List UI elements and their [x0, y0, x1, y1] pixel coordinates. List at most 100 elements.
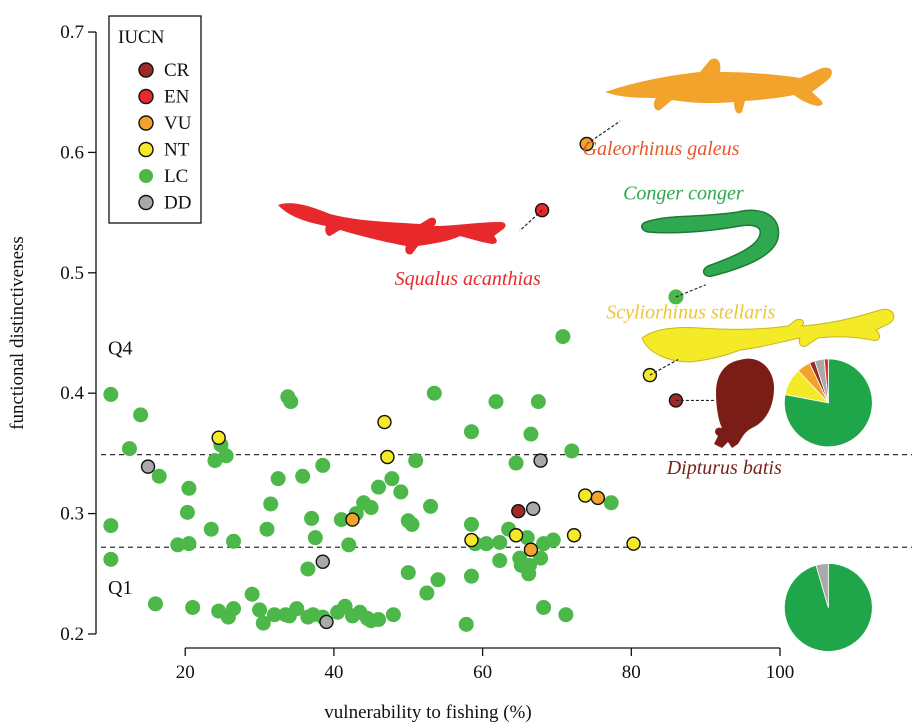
shark-silhouette-squalus [278, 203, 506, 255]
point-lc [400, 565, 416, 581]
legend-marker-lc [139, 169, 153, 183]
data-points [103, 136, 684, 632]
legend-label: VU [164, 113, 192, 134]
point-dd [533, 453, 548, 468]
point-lc [263, 496, 279, 512]
x-tick-label: 100 [766, 662, 795, 683]
legend-label: NT [164, 140, 190, 161]
point-lc [255, 615, 271, 631]
shark-silhouette-scyliorhinus [641, 308, 895, 363]
point-lc [363, 500, 379, 516]
species-label: Dipturus batis [666, 457, 782, 479]
point-lc [555, 329, 571, 345]
point-lc [103, 518, 119, 534]
point-lc [283, 394, 299, 410]
pie-slice-dd [815, 563, 829, 608]
axes: 0.2 0.3 0.4 0.5 0.6 0.7 20 40 60 80 100 vulnerabili… [7, 22, 794, 723]
point-lc [185, 599, 201, 615]
point-dd [525, 501, 541, 516]
point-lc [603, 495, 619, 511]
x-tick-label: 40 [324, 662, 343, 683]
legend-title: IUCN [118, 27, 165, 48]
point-nt [380, 449, 395, 465]
point-lc [478, 536, 494, 552]
point-lc [315, 457, 331, 473]
point-lc [252, 602, 268, 618]
point-lc [341, 537, 357, 553]
point-lc [430, 572, 446, 588]
legend-label: DD [164, 193, 191, 214]
point-lc [463, 568, 479, 584]
point-lc [558, 607, 574, 623]
point-nt [464, 532, 479, 548]
point-lc [304, 510, 320, 526]
point-vu [523, 542, 539, 557]
point-lc [121, 441, 137, 457]
point-nt [566, 528, 582, 543]
point-lc [307, 530, 323, 546]
y-tick-label: 0.7 [60, 22, 84, 43]
point-lc [393, 484, 409, 500]
point-lc [371, 479, 387, 495]
pie-charts [783, 358, 873, 652]
shark-silhouette-galeorhinus [605, 58, 832, 114]
pie-slice-en [823, 358, 829, 403]
x-axis-title: vulnerability to fishing (%) [324, 702, 531, 723]
point-lc [530, 394, 546, 410]
point-lc [244, 586, 260, 602]
point-vu [590, 490, 606, 506]
x-tick-label: 80 [622, 662, 641, 683]
iucn-legend: IUCN CR EN VU NT LC DD [108, 15, 202, 224]
point-lc [103, 551, 119, 567]
point-lc [226, 533, 242, 549]
point-lc [147, 596, 163, 612]
species-label: Scyliorhinus stellaris [606, 302, 775, 324]
point-lc [226, 601, 242, 617]
point-lc [463, 516, 479, 532]
point-nt [626, 536, 641, 551]
point-dd [315, 554, 330, 569]
point-nt [377, 414, 392, 430]
callout-leader [675, 284, 706, 298]
legend-label: LC [164, 166, 188, 187]
point-lc [463, 424, 479, 440]
point-lc [181, 480, 197, 496]
y-tick-label: 0.5 [60, 263, 84, 284]
eel-silhouette-conger [641, 209, 780, 278]
point-lc [295, 468, 311, 484]
point-lc [384, 471, 400, 487]
species-label: Squalus acanthias [395, 268, 541, 290]
callout-leader [586, 120, 621, 145]
point-lc [419, 585, 435, 601]
point-lc [203, 521, 219, 537]
point-lc [179, 504, 195, 520]
y-tick-label: 0.6 [60, 142, 84, 163]
point-dd [140, 459, 156, 474]
legend-label: CR [164, 60, 190, 81]
point-lc [521, 566, 537, 582]
point-cr [511, 503, 526, 519]
species-label: Galeorhinus galeus [583, 138, 740, 160]
point-dd [319, 614, 334, 630]
point-nt [578, 488, 593, 503]
legend-marker-vu [138, 115, 154, 131]
legend-box [108, 15, 202, 224]
x-tick-label: 60 [473, 662, 492, 683]
y-tick-label: 0.2 [60, 624, 84, 645]
point-lc [385, 607, 401, 623]
callout-leader [519, 209, 543, 232]
point-lc [408, 453, 424, 469]
point-lc [259, 521, 275, 537]
point-nt [211, 430, 226, 445]
point-lc [492, 534, 508, 550]
y-axis-title: functional distinctiveness [7, 236, 28, 430]
y-tick-label: 0.4 [60, 383, 84, 404]
point-lc [492, 553, 508, 569]
species-label: Conger conger [623, 182, 744, 204]
point-lc [270, 471, 286, 487]
legend-marker-cr [138, 62, 154, 78]
species-callouts: Galeorhinus galeus Squalus acanthias Conge… [395, 120, 782, 479]
point-lc [458, 616, 474, 632]
quadrant-label: Q1 [108, 577, 132, 599]
point-lc [333, 512, 349, 528]
